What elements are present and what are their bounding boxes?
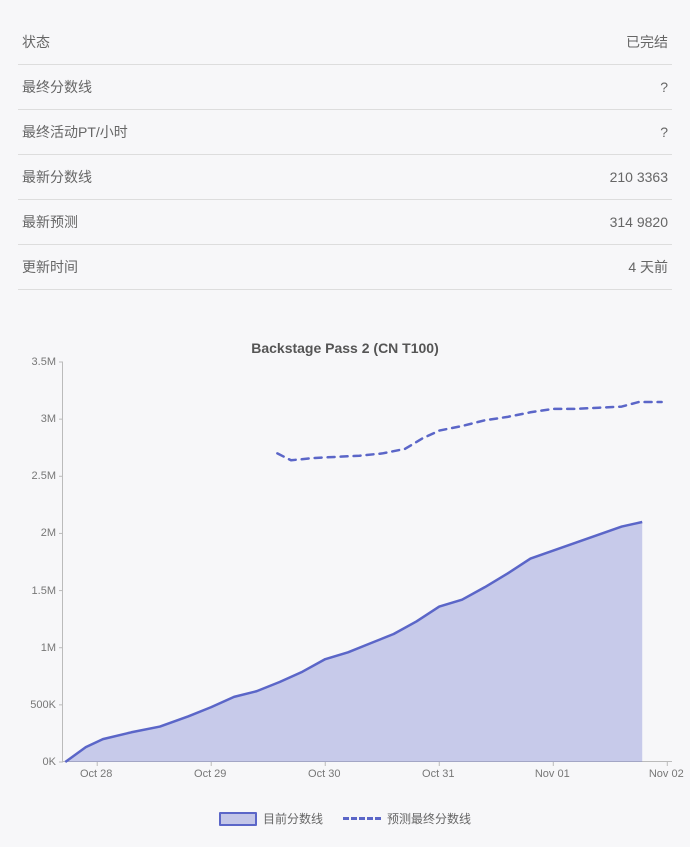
info-row: 最新预测314 9820 (18, 200, 672, 245)
chart-container: Backstage Pass 2 (CN T100) 0K 500K 1M 1.5M 2… (18, 340, 672, 827)
info-row: 更新时间4 天前 (18, 245, 672, 290)
info-row: 最新分数线210 3363 (18, 155, 672, 200)
chart-title: Backstage Pass 2 (CN T100) (18, 340, 672, 356)
chart-legend: 目前分数线 预测最终分数线 (18, 810, 672, 827)
info-value: ? (431, 110, 672, 155)
y-tick-label: 2.5M (32, 470, 56, 482)
y-tick-label: 1.5M (32, 585, 56, 597)
y-tick-label: 500K (30, 699, 56, 711)
info-value: 210 3363 (431, 155, 672, 200)
info-label: 状态 (18, 20, 431, 65)
info-value: ? (431, 65, 672, 110)
chart-plot (62, 362, 672, 762)
y-tick-label: 0K (43, 756, 56, 768)
legend-label: 预测最终分数线 (387, 810, 471, 827)
y-axis: 0K500K1M1.5M2M2.5M3M3.5M (18, 362, 62, 762)
x-tick-label: Nov 02 (649, 768, 684, 780)
x-tick-label: Oct 28 (80, 768, 112, 780)
series-line-predicted (277, 402, 661, 460)
x-tick-label: Oct 31 (422, 768, 454, 780)
info-label: 最终活动PT/小时 (18, 110, 431, 155)
x-tick-label: Nov 01 (535, 768, 570, 780)
series-area-current (65, 522, 642, 762)
legend-label: 目前分数线 (263, 810, 323, 827)
info-table: 状态已完结最终分数线?最终活动PT/小时?最新分数线210 3363最新预测31… (18, 20, 672, 290)
info-label: 最新分数线 (18, 155, 431, 200)
x-axis: Oct 28Oct 29Oct 30Oct 31Nov 01Nov 02 (62, 762, 672, 782)
info-row: 最终活动PT/小时? (18, 110, 672, 155)
y-tick-label: 2M (41, 527, 56, 539)
info-label: 最新预测 (18, 200, 431, 245)
info-label: 更新时间 (18, 245, 431, 290)
info-row: 最终分数线? (18, 65, 672, 110)
legend-swatch-dash (343, 817, 381, 820)
y-tick-label: 3.5M (32, 356, 56, 368)
info-value: 314 9820 (431, 200, 672, 245)
info-value: 已完结 (431, 20, 672, 65)
info-label: 最终分数线 (18, 65, 431, 110)
x-tick-label: Oct 30 (308, 768, 340, 780)
x-tick-label: Oct 29 (194, 768, 226, 780)
y-tick-label: 1M (41, 642, 56, 654)
info-row: 状态已完结 (18, 20, 672, 65)
y-tick-label: 3M (41, 413, 56, 425)
legend-item: 目前分数线 (219, 810, 323, 827)
legend-item: 预测最终分数线 (343, 810, 471, 827)
legend-swatch-area (219, 812, 257, 826)
chart-area: 0K500K1M1.5M2M2.5M3M3.5M Oct 28Oct 29Oct… (18, 362, 672, 782)
info-value: 4 天前 (431, 245, 672, 290)
